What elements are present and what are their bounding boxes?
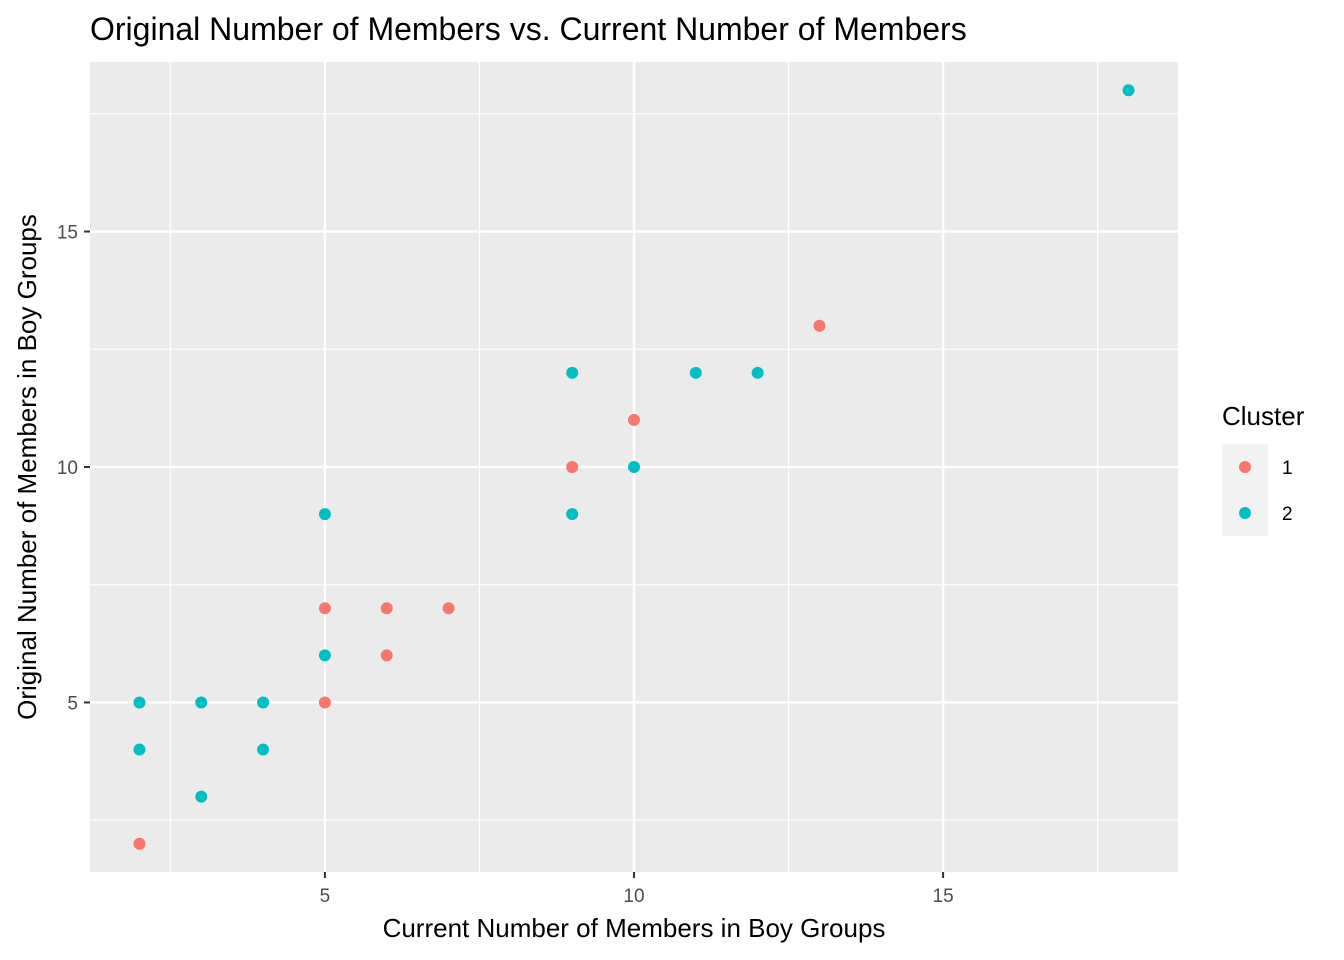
data-point-cluster-2 — [318, 649, 331, 662]
legend-title: Cluster — [1222, 401, 1305, 431]
data-point-cluster-2 — [1122, 84, 1135, 97]
legend-swatch-1 — [1239, 461, 1251, 473]
legend-label-2: 2 — [1282, 504, 1293, 525]
data-point-cluster-1 — [318, 696, 331, 709]
data-point-cluster-1 — [318, 602, 331, 615]
x-tick-label: 15 — [933, 886, 954, 907]
x-axis: 5 10 15 — [320, 872, 954, 907]
x-tick-label: 10 — [623, 886, 644, 907]
data-point-cluster-2 — [133, 696, 146, 709]
data-point-cluster-2 — [195, 696, 208, 709]
data-point-cluster-2 — [566, 508, 579, 521]
data-point-cluster-1 — [442, 602, 455, 615]
data-point-cluster-1 — [566, 461, 579, 473]
y-tick-label: 15 — [57, 223, 78, 244]
legend-swatch-2 — [1239, 507, 1251, 519]
data-point-cluster-2 — [689, 366, 702, 379]
data-point-cluster-2 — [566, 366, 579, 379]
data-point-cluster-2 — [751, 366, 764, 379]
y-axis-title: Original Number of Members in Boy Groups — [12, 214, 42, 720]
legend-label-1: 1 — [1282, 458, 1293, 479]
data-point-cluster-2 — [318, 508, 331, 521]
chart-title: Original Number of Members vs. Current N… — [90, 11, 967, 47]
data-point-cluster-2 — [257, 743, 270, 756]
data-point-cluster-1 — [380, 649, 393, 662]
data-points — [133, 84, 1135, 850]
data-point-cluster-2 — [628, 461, 640, 473]
data-point-cluster-1 — [380, 602, 393, 615]
x-tick-label: 5 — [320, 886, 331, 907]
data-point-cluster-2 — [195, 790, 208, 803]
data-point-cluster-2 — [133, 743, 146, 756]
legend: Cluster 1 2 — [1222, 401, 1305, 536]
y-tick-label: 5 — [67, 693, 78, 714]
data-point-cluster-2 — [257, 696, 270, 709]
data-point-cluster-1 — [628, 413, 640, 426]
data-point-cluster-1 — [133, 837, 146, 850]
x-axis-title: Current Number of Members in Boy Groups — [383, 913, 886, 943]
data-point-cluster-1 — [813, 319, 826, 332]
y-axis: 5 10 15 — [57, 223, 90, 714]
y-tick-label: 10 — [57, 458, 78, 479]
